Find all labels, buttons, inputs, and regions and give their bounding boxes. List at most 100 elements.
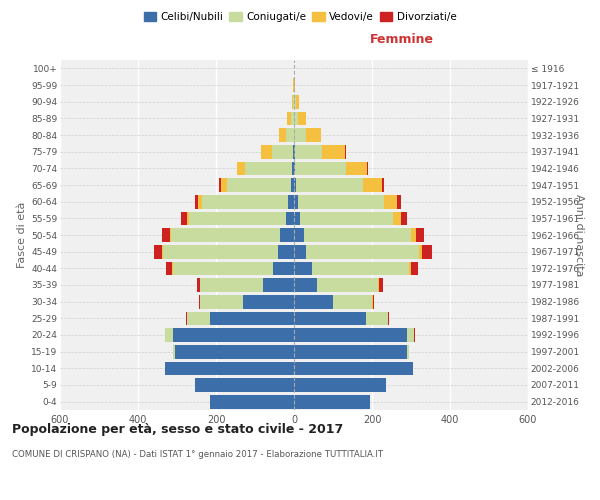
Bar xyxy=(388,312,389,325)
Bar xyxy=(245,162,292,175)
Bar xyxy=(304,228,411,242)
Bar xyxy=(294,195,298,208)
Legend: Celibi/Nubili, Coniugati/e, Vedovi/e, Divorziati/e: Celibi/Nubili, Coniugati/e, Vedovi/e, Di… xyxy=(139,8,461,26)
Bar xyxy=(291,178,294,192)
Bar xyxy=(187,212,188,225)
Bar xyxy=(294,95,296,108)
Bar xyxy=(306,128,322,142)
Bar xyxy=(221,178,227,192)
Bar xyxy=(272,262,294,275)
Bar xyxy=(384,195,397,208)
Bar xyxy=(194,378,294,392)
Bar xyxy=(173,345,175,358)
Bar xyxy=(292,95,293,108)
Bar xyxy=(294,178,296,192)
Bar xyxy=(394,212,401,225)
Bar xyxy=(202,195,288,208)
Bar xyxy=(172,262,173,275)
Bar xyxy=(367,162,368,175)
Bar xyxy=(187,312,210,325)
Bar xyxy=(294,228,304,242)
Bar xyxy=(294,112,298,125)
Bar xyxy=(294,312,366,325)
Bar xyxy=(210,395,294,408)
Bar xyxy=(196,195,199,208)
Bar xyxy=(333,295,372,308)
Bar xyxy=(298,112,306,125)
Bar xyxy=(422,245,431,258)
Bar xyxy=(272,145,293,158)
Bar xyxy=(311,262,409,275)
Bar xyxy=(411,228,416,242)
Bar xyxy=(181,212,187,225)
Bar xyxy=(401,212,407,225)
Bar xyxy=(294,128,306,142)
Bar xyxy=(407,345,409,358)
Bar xyxy=(382,178,384,192)
Text: Popolazione per età, sesso e stato civile - 2017: Popolazione per età, sesso e stato civil… xyxy=(12,422,343,436)
Bar xyxy=(416,228,424,242)
Bar xyxy=(288,195,294,208)
Y-axis label: Fasce di età: Fasce di età xyxy=(17,202,27,268)
Bar xyxy=(200,278,263,292)
Bar xyxy=(263,278,294,292)
Bar xyxy=(294,378,386,392)
Bar xyxy=(362,178,382,192)
Bar xyxy=(165,362,294,375)
Bar xyxy=(162,228,170,242)
Bar xyxy=(322,145,346,158)
Text: Femmine: Femmine xyxy=(370,33,434,46)
Bar xyxy=(294,278,317,292)
Bar xyxy=(279,128,286,142)
Bar xyxy=(170,228,171,242)
Bar xyxy=(210,312,294,325)
Bar xyxy=(373,295,374,308)
Bar xyxy=(175,345,294,358)
Bar xyxy=(197,278,200,292)
Bar xyxy=(154,245,162,258)
Bar xyxy=(292,162,294,175)
Bar xyxy=(294,345,407,358)
Bar xyxy=(286,212,294,225)
Bar xyxy=(293,145,294,158)
Bar xyxy=(173,328,294,342)
Bar xyxy=(244,295,294,308)
Bar xyxy=(294,245,306,258)
Bar xyxy=(287,112,291,125)
Bar xyxy=(397,195,401,208)
Bar xyxy=(171,228,280,242)
Bar xyxy=(227,178,291,192)
Bar xyxy=(165,328,173,342)
Bar xyxy=(294,162,295,175)
Bar xyxy=(300,212,394,225)
Bar xyxy=(188,212,286,225)
Bar xyxy=(162,245,163,258)
Bar xyxy=(295,162,346,175)
Bar xyxy=(173,262,272,275)
Bar xyxy=(294,395,370,408)
Bar xyxy=(294,295,333,308)
Bar xyxy=(278,245,294,258)
Bar xyxy=(419,245,422,258)
Bar xyxy=(200,295,244,308)
Bar xyxy=(238,162,245,175)
Bar xyxy=(219,178,221,192)
Bar xyxy=(379,278,383,292)
Bar xyxy=(407,328,414,342)
Bar xyxy=(295,145,322,158)
Bar xyxy=(378,278,379,292)
Bar xyxy=(280,228,294,242)
Bar xyxy=(409,262,411,275)
Bar xyxy=(199,195,202,208)
Bar xyxy=(166,262,172,275)
Bar xyxy=(163,245,278,258)
Bar xyxy=(294,262,311,275)
Bar xyxy=(291,112,294,125)
Bar xyxy=(317,278,378,292)
Bar xyxy=(346,162,367,175)
Bar xyxy=(294,212,300,225)
Bar xyxy=(286,128,294,142)
Bar xyxy=(411,262,418,275)
Bar xyxy=(306,245,419,258)
Bar xyxy=(199,295,200,308)
